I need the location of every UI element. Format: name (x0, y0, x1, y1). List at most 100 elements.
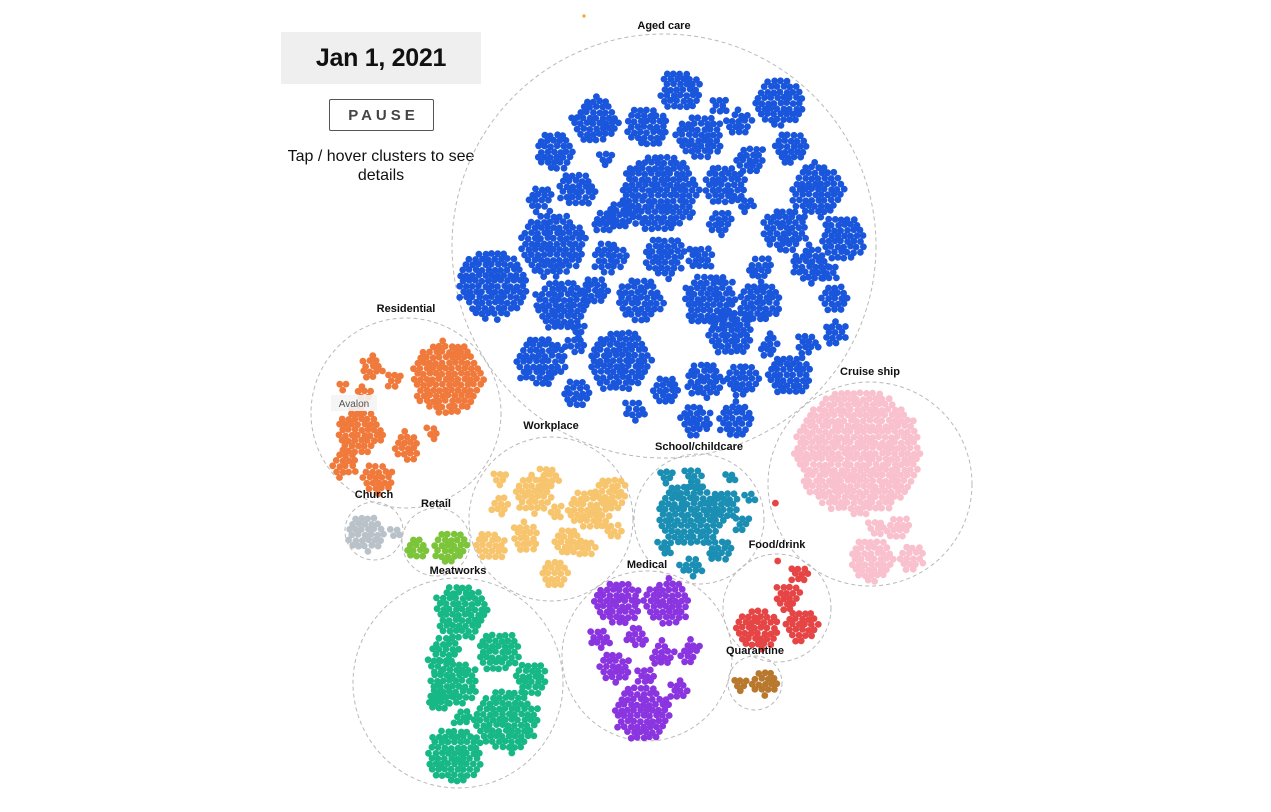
case-dot (557, 513, 564, 521)
case-dot (601, 161, 609, 169)
case-dot (520, 347, 527, 354)
case-dot (642, 684, 650, 692)
case-dot (873, 538, 881, 546)
cluster-school-childcare[interactable] (654, 467, 759, 580)
case-dot (885, 395, 893, 403)
case-dot (595, 517, 603, 524)
cluster-meatworks[interactable] (424, 584, 549, 785)
case-dot (776, 245, 784, 253)
case-dot (488, 250, 495, 257)
case-dot (616, 607, 623, 615)
case-dot (810, 461, 817, 468)
case-dot (805, 202, 813, 210)
case-dot (579, 401, 586, 409)
case-dot (899, 549, 906, 557)
cluster-quarantine[interactable] (731, 669, 781, 699)
cluster-aged-care[interactable] (456, 70, 867, 439)
case-dot (614, 504, 622, 512)
case-dots[interactable] (329, 70, 927, 785)
case-dot (667, 654, 674, 661)
cluster-food-drink[interactable] (732, 499, 822, 653)
case-dot (345, 468, 352, 476)
case-dot (650, 197, 658, 205)
case-dot (894, 455, 901, 463)
case-dot (859, 439, 867, 446)
case-dot (724, 375, 731, 383)
cluster-residential[interactable] (329, 337, 487, 498)
case-dot (748, 375, 756, 382)
case-dot (336, 474, 343, 481)
case-dot (706, 378, 714, 386)
case-dot (668, 269, 676, 277)
case-dot (388, 468, 396, 476)
case-dot (373, 431, 381, 439)
case-dot (413, 450, 421, 457)
case-dot (532, 673, 540, 680)
case-dot (501, 632, 509, 639)
case-dot (730, 375, 738, 383)
case-dot (621, 663, 629, 671)
case-dot (786, 387, 793, 395)
case-dot (783, 382, 791, 389)
cluster-medical[interactable] (587, 575, 703, 742)
case-dot (359, 474, 367, 481)
cluster-retail[interactable] (404, 530, 471, 565)
case-dot (815, 417, 823, 425)
case-dot (452, 616, 460, 623)
case-dot (454, 547, 461, 554)
case-dot (719, 284, 726, 292)
case-dot (358, 448, 366, 456)
case-dot (732, 391, 740, 399)
case-dot (584, 544, 592, 552)
case-dot (717, 220, 725, 228)
case-dot (370, 415, 378, 423)
case-dot (767, 104, 775, 112)
case-dot (379, 431, 387, 439)
case-dot (510, 637, 518, 645)
case-dot (598, 251, 606, 259)
case-dot (714, 544, 722, 552)
case-dot (362, 468, 370, 476)
case-dot (737, 305, 745, 312)
case-dot (479, 700, 487, 707)
case-dot (624, 728, 631, 735)
case-dot (596, 220, 604, 228)
case-dot (632, 641, 639, 649)
case-dot (601, 130, 609, 137)
case-dot (445, 584, 453, 591)
case-dot (643, 129, 650, 137)
case-dot (423, 397, 431, 404)
cluster-cruise-ship[interactable] (790, 389, 927, 585)
case-dot (685, 180, 693, 188)
cluster-workplace[interactable] (472, 465, 629, 589)
case-dot (634, 134, 642, 142)
case-dot (663, 580, 670, 588)
case-dot (554, 131, 561, 139)
case-dot (804, 570, 812, 577)
case-dot (570, 301, 578, 309)
case-dot (835, 222, 842, 229)
case-dot (712, 342, 720, 350)
case-dot (654, 538, 661, 546)
case-dot (605, 240, 612, 248)
case-dot (647, 169, 655, 177)
case-dot (524, 223, 532, 231)
case-dot (464, 348, 471, 356)
case-dot (615, 586, 623, 594)
case-dot (442, 635, 450, 642)
case-dot (835, 334, 843, 341)
case-dot (799, 365, 807, 373)
case-dot (671, 586, 679, 593)
case-dot (795, 382, 803, 390)
case-dot (760, 83, 768, 90)
case-dot (805, 627, 812, 634)
case-dot (603, 651, 611, 659)
case-dot (520, 357, 527, 365)
case-dot (564, 538, 572, 545)
case-dot (727, 215, 735, 223)
pause-button[interactable]: PAUSE (329, 99, 434, 131)
cluster-church[interactable] (345, 514, 403, 555)
case-dot (708, 215, 716, 222)
case-dot (541, 307, 549, 314)
